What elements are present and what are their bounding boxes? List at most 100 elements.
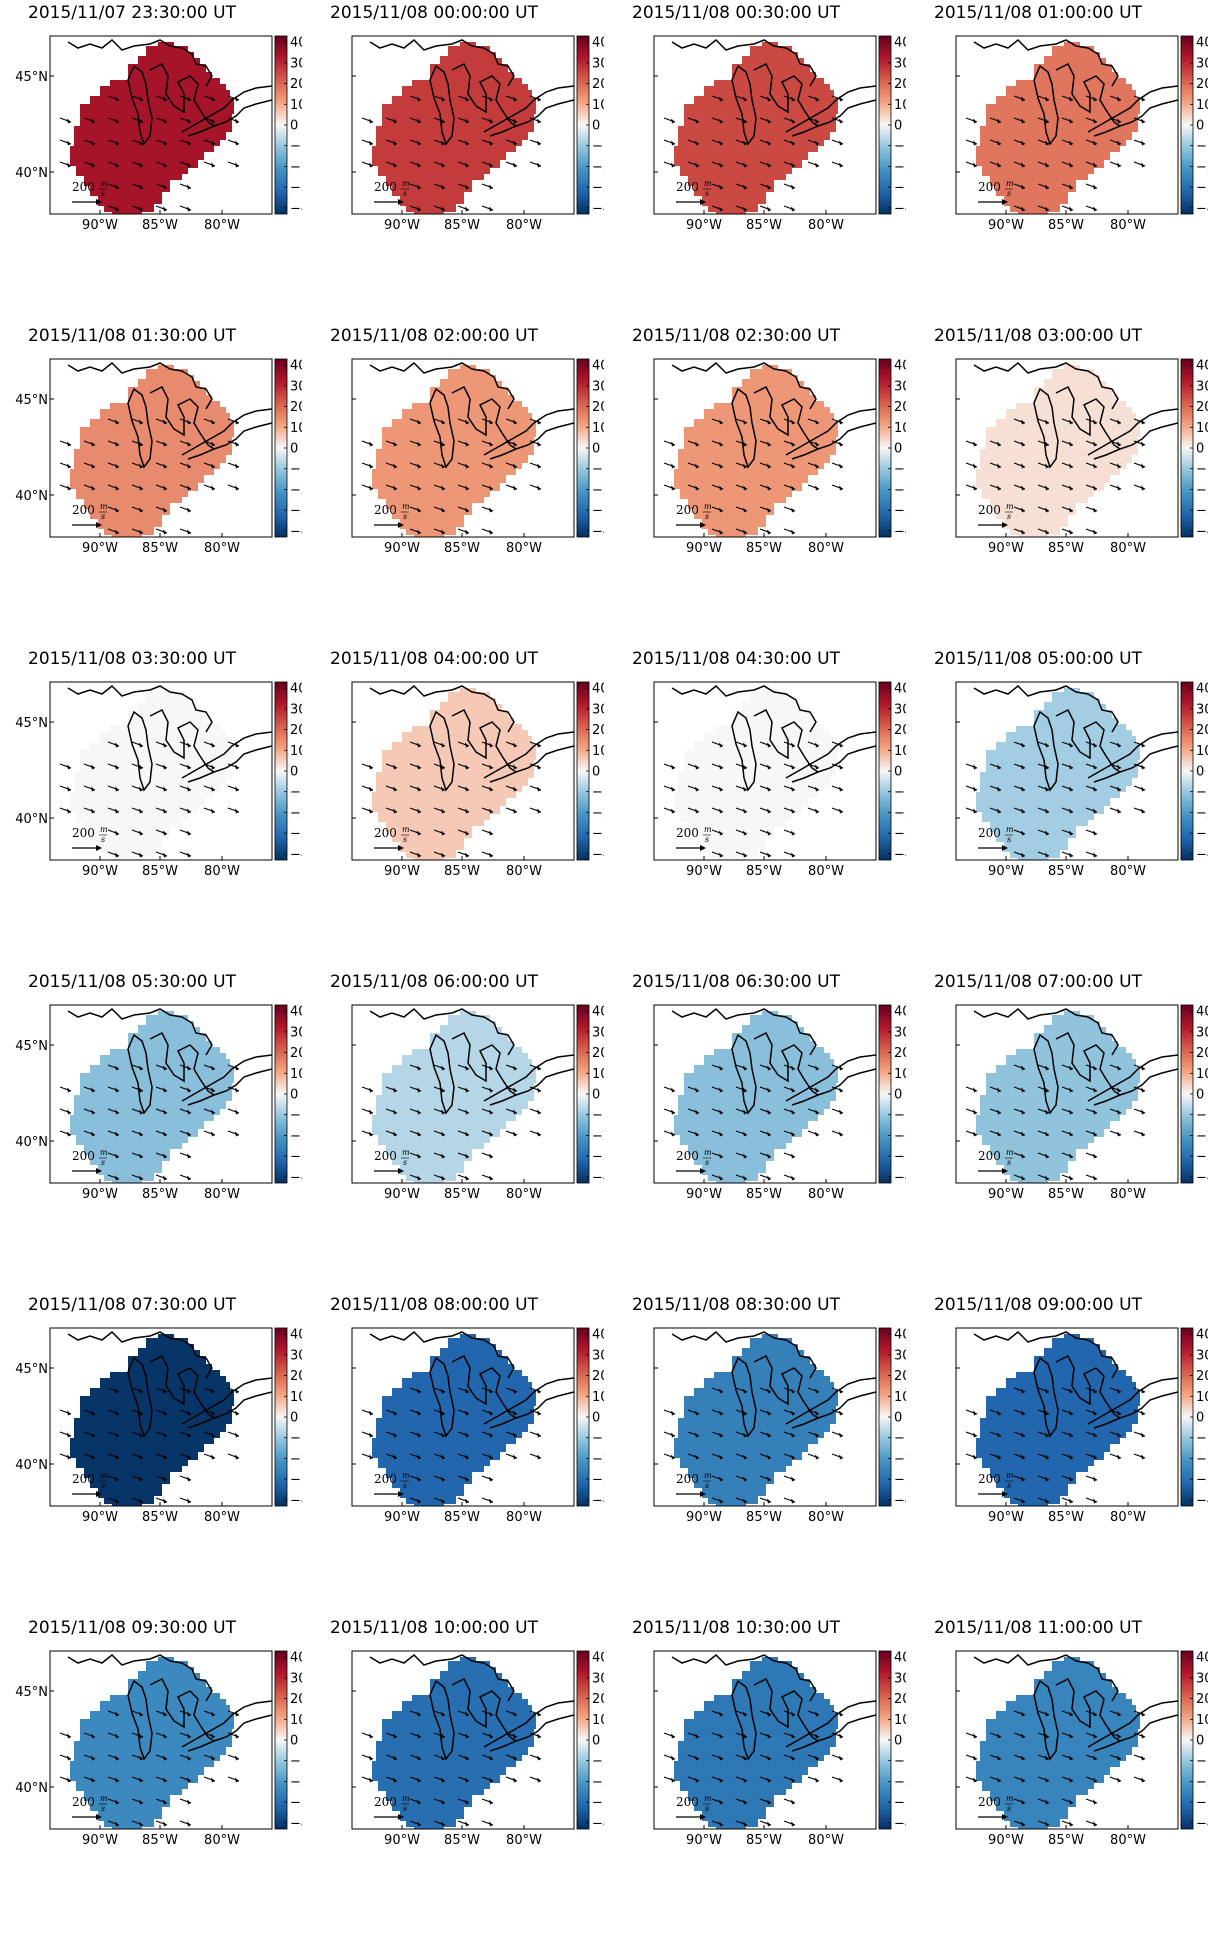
reference-arrow-unit-den: s (101, 512, 105, 521)
reference-arrow: 200 ms (72, 1148, 108, 1174)
coastlines (973, 361, 1178, 469)
vertical-wind-region (674, 688, 838, 860)
colorbar-tick-label: 20 (592, 1369, 604, 1384)
wind-arrow-head (235, 1131, 239, 1137)
lake-erie-ontario-coast (181, 85, 272, 137)
wind-arrow-head (1093, 1799, 1097, 1805)
wind-arrow-head (973, 808, 977, 814)
lake-huron-coast (753, 1354, 805, 1406)
map-svg: 200ms90°W85°W80°W403020100−10−20−30−40Ve… (653, 35, 906, 233)
wind-arrow-head (441, 529, 445, 535)
plot-frame (49, 1327, 273, 1507)
wind-arrow-head (393, 1131, 397, 1137)
colorbar-tick-label: −30 (1196, 827, 1208, 842)
map-svg: 200ms90°W85°W80°W45°N40°N403020100−10−20… (15, 1327, 302, 1525)
wind-arrow-head (235, 764, 239, 770)
lake-huron-coast (1055, 1677, 1107, 1729)
wind-arrow-head (1021, 118, 1025, 124)
colorbar-tick-label: −20 (894, 160, 906, 175)
lake-huron-coast (149, 1354, 201, 1406)
wind-arrow-head (1069, 441, 1073, 447)
wind-arrow-head (791, 1087, 795, 1093)
wind-arrow-head (465, 1454, 469, 1460)
wind-arrow-head (1021, 1131, 1025, 1137)
colorbar-tick-label: 40 (290, 1651, 302, 1666)
map-content: 200 ms (965, 361, 1178, 537)
reference-arrow: 200 ms (374, 1794, 410, 1820)
wind-arrow-head (369, 1777, 373, 1783)
lake-michigan-coast (127, 64, 153, 146)
y-tick-label: 40°N (15, 812, 48, 827)
wind-arrow-head (1093, 742, 1097, 748)
wind-arrow-head (369, 1432, 373, 1438)
colorbar-tick-label: 0 (1196, 119, 1204, 134)
wind-arrow-head (1117, 1777, 1121, 1783)
wind-arrow-head (815, 419, 819, 425)
lake-erie-ontario-coast (785, 1054, 876, 1106)
wind-arrow-head (1021, 1777, 1025, 1783)
colorbar-tick-label: 40 (894, 1328, 906, 1343)
x-tick-label: 90°W (384, 1510, 420, 1525)
wind-arrow-head (537, 441, 541, 447)
wind-arrow-head (719, 507, 723, 513)
colorbar-tick-label: −40 (1196, 1816, 1208, 1831)
wind-arrow-head (417, 1432, 421, 1438)
wind-arrow-head (743, 96, 747, 102)
wind-arrow-head (513, 742, 517, 748)
wind-arrow-head (211, 118, 215, 124)
detroit-river-coast (501, 755, 517, 773)
wind-arrow-head (1117, 1131, 1121, 1137)
wind-arrow-head (465, 96, 469, 102)
wind-arrow-head (115, 830, 119, 836)
x-tick-label: 85°W (142, 541, 178, 556)
wind-arrow-head (465, 786, 469, 792)
wind-arrow-head (791, 1175, 795, 1181)
reference-arrow-value: 200 (374, 180, 397, 194)
lake-erie-ontario-coast (483, 1700, 574, 1752)
wind-arrow-head (1045, 529, 1049, 535)
colorbar-tick-label: 0 (894, 442, 902, 457)
lake-erie-ontario-coast (483, 85, 574, 137)
wind-arrow-head (1069, 1131, 1073, 1137)
wind-arrow-head (489, 485, 493, 491)
vertical-wind-region (674, 365, 838, 537)
wind-arrow-head (1021, 1175, 1025, 1181)
wind-arrow-head (1069, 507, 1073, 513)
wind-arrow-head (839, 1131, 843, 1137)
wind-arrow-head (441, 1821, 445, 1827)
wind-arrow-head (1021, 1821, 1025, 1827)
map-svg: 200ms90°W85°W80°W403020100−10−20−30−40Ve… (653, 1327, 906, 1525)
coastlines (369, 1330, 574, 1438)
wind-arrow-head (187, 830, 191, 836)
wind-arrow-head (767, 1432, 771, 1438)
wind-arrow-head (1045, 1733, 1049, 1739)
wind-arrow-head (671, 140, 675, 146)
map-svg: 200ms90°W85°W80°W403020100−10−20−30−40Ve… (653, 1004, 906, 1202)
wind-arrow-head (1045, 1087, 1049, 1093)
vertical-wind-region (372, 688, 536, 860)
reference-arrow-value: 200 (374, 503, 397, 517)
reference-arrow-value: 200 (72, 503, 95, 517)
wind-arrow-head (1117, 1432, 1121, 1438)
wind-arrow-head (513, 808, 517, 814)
wind-arrow-head (537, 808, 541, 814)
wind-arrow-head (139, 1777, 143, 1783)
wind-arrow-head (187, 1498, 191, 1504)
wind-arrow-head (1117, 1410, 1121, 1416)
x-tick-label: 80°W (204, 218, 240, 233)
wind-arrow-head (417, 742, 421, 748)
colorbar-tick-label: 40 (1196, 1005, 1208, 1020)
detroit-river-coast (803, 109, 819, 127)
coastlines (973, 684, 1178, 792)
wind-arrow-head (417, 1175, 421, 1181)
wind-arrow-head (1021, 463, 1025, 469)
colorbar-tick-label: 10 (894, 744, 906, 759)
x-tick-label: 90°W (384, 864, 420, 879)
wind-arrow-head (465, 1799, 469, 1805)
wind-arrow-head (417, 1410, 421, 1416)
wind-arrow-head (1045, 485, 1049, 491)
wind-arrow-head (1021, 529, 1025, 535)
wind-arrow-head (187, 529, 191, 535)
wind-arrow-head (489, 206, 493, 212)
wind-arrow-head (815, 1755, 819, 1761)
